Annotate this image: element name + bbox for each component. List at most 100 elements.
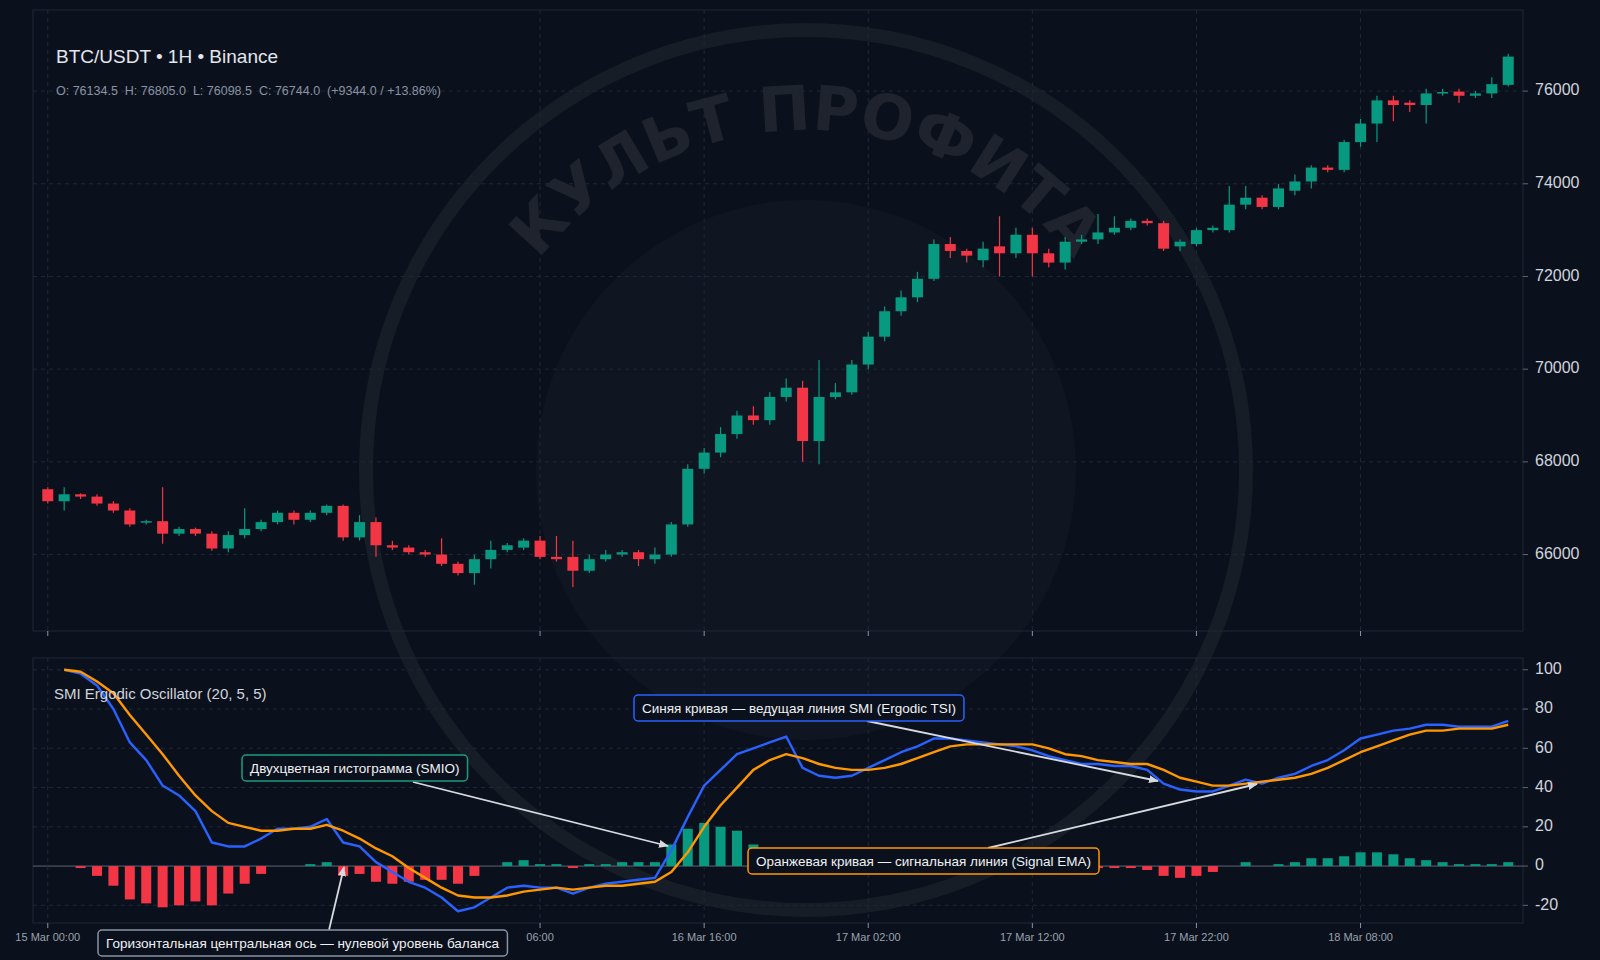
histogram-bar	[1191, 866, 1201, 876]
candle-body	[978, 249, 989, 261]
histogram-bar	[76, 866, 86, 868]
y-tick-label: 66000	[1535, 545, 1580, 562]
annotation-arrow	[988, 784, 1257, 848]
candle-body	[1306, 168, 1317, 182]
candle-body	[387, 545, 398, 547]
candle-body	[617, 552, 628, 554]
tick-mark	[1360, 923, 1361, 928]
histogram-bar	[584, 864, 594, 866]
grid-line	[33, 905, 1523, 906]
y-tick-label: 70000	[1535, 359, 1580, 376]
candle-body	[1470, 93, 1481, 95]
histogram-bar	[207, 866, 217, 905]
chart-root: КУЛЬТ ПРОФИТА660006800070000720007400076…	[0, 0, 1600, 960]
y-tick-label: 74000	[1535, 174, 1580, 191]
candle-body	[256, 522, 267, 529]
histogram-bar	[1388, 854, 1398, 866]
histogram-bar	[92, 866, 102, 876]
y-tick-label: 80	[1535, 699, 1553, 716]
histogram-bar	[437, 866, 447, 880]
tick-mark	[1523, 866, 1528, 867]
histogram-bar	[1257, 866, 1267, 867]
y-tick-label: 72000	[1535, 267, 1580, 284]
tick-mark	[1523, 183, 1528, 184]
histogram-bar	[158, 866, 168, 907]
histogram-bar	[141, 866, 151, 903]
candle-body	[42, 489, 53, 501]
candle-body	[715, 434, 726, 453]
candle-body	[945, 244, 956, 251]
watermark-disc	[536, 200, 1076, 740]
candle-body	[1191, 230, 1202, 244]
x-tick-label: 17 Mar 22:00	[1164, 931, 1229, 943]
x-tick-label: 06:00	[526, 931, 554, 943]
grid-line	[33, 461, 1523, 462]
histogram-bar	[174, 866, 184, 905]
tick-mark	[540, 923, 541, 928]
annotation-text: Синяя кривая — ведущая линия SMI (Ergodi…	[642, 701, 956, 716]
tick-mark	[1523, 276, 1528, 277]
histogram-bar	[1323, 858, 1333, 866]
histogram-bar	[453, 866, 463, 884]
candle-body	[1273, 188, 1284, 207]
histogram-bar	[1126, 866, 1136, 868]
chart-title: BTC/USDT • 1H • Binance	[56, 46, 278, 67]
y-tick-label: 40	[1535, 778, 1553, 795]
tick-mark	[1523, 709, 1528, 710]
tick-mark	[1523, 461, 1528, 462]
candle-body	[1454, 92, 1465, 96]
grid-line	[33, 826, 1523, 827]
y-tick-label: 68000	[1535, 452, 1580, 469]
histogram-bar	[650, 862, 660, 866]
annotation-boxes: Двухцветная гистограмма (SMIO)Синяя крив…	[98, 695, 1099, 956]
annotation-arrows	[329, 721, 1257, 930]
candle-body	[1142, 221, 1153, 223]
panel: 660006800070000720007400076000	[33, 10, 1580, 636]
candle-body	[1339, 142, 1350, 170]
histogram-bar	[1224, 866, 1234, 867]
candle-body	[1503, 57, 1514, 85]
annotation-box	[98, 930, 507, 956]
candle-body	[1175, 242, 1186, 247]
histogram-bar	[1175, 866, 1185, 878]
y-tick-label: 100	[1535, 660, 1562, 677]
histogram-bar	[1470, 864, 1480, 866]
tick-mark	[1523, 826, 1528, 827]
annotation-box	[634, 695, 964, 721]
candle-body	[436, 555, 447, 564]
candle-body	[272, 513, 283, 522]
annotation-arrow	[329, 867, 344, 930]
candle-body	[157, 521, 168, 534]
histogram-bar	[1438, 862, 1448, 866]
candle-body	[338, 506, 349, 538]
watermark: КУЛЬТ ПРОФИТА	[366, 30, 1246, 910]
candle-body	[485, 550, 496, 559]
histogram-bar	[273, 866, 283, 867]
candle-body	[830, 392, 841, 397]
candle-body	[781, 388, 792, 397]
annotation: Горизонтальная центральная ось — нулевой…	[98, 930, 507, 956]
candle-body	[1421, 93, 1432, 105]
tick-mark	[1196, 631, 1197, 636]
candle-body	[1371, 100, 1382, 123]
candle-body	[141, 521, 152, 523]
histogram-bar	[1454, 864, 1464, 866]
candle-body	[633, 552, 644, 559]
plot-frame	[33, 10, 1523, 631]
candle-body	[469, 559, 480, 573]
histogram-bar	[1142, 866, 1152, 870]
candle-body	[453, 564, 464, 573]
candle-wick	[1409, 100, 1410, 112]
candle-body	[321, 506, 332, 513]
tick-mark	[1032, 631, 1033, 636]
candle-body	[535, 541, 546, 557]
grid-line	[1196, 10, 1197, 631]
plot-frame	[33, 658, 1523, 923]
histogram-bar	[486, 866, 496, 867]
tick-mark	[1523, 787, 1528, 788]
grid-line	[47, 10, 48, 631]
histogram-bar	[699, 823, 709, 866]
grid-line	[1032, 10, 1033, 631]
annotation-box	[748, 848, 1099, 874]
candle-body	[846, 365, 857, 393]
